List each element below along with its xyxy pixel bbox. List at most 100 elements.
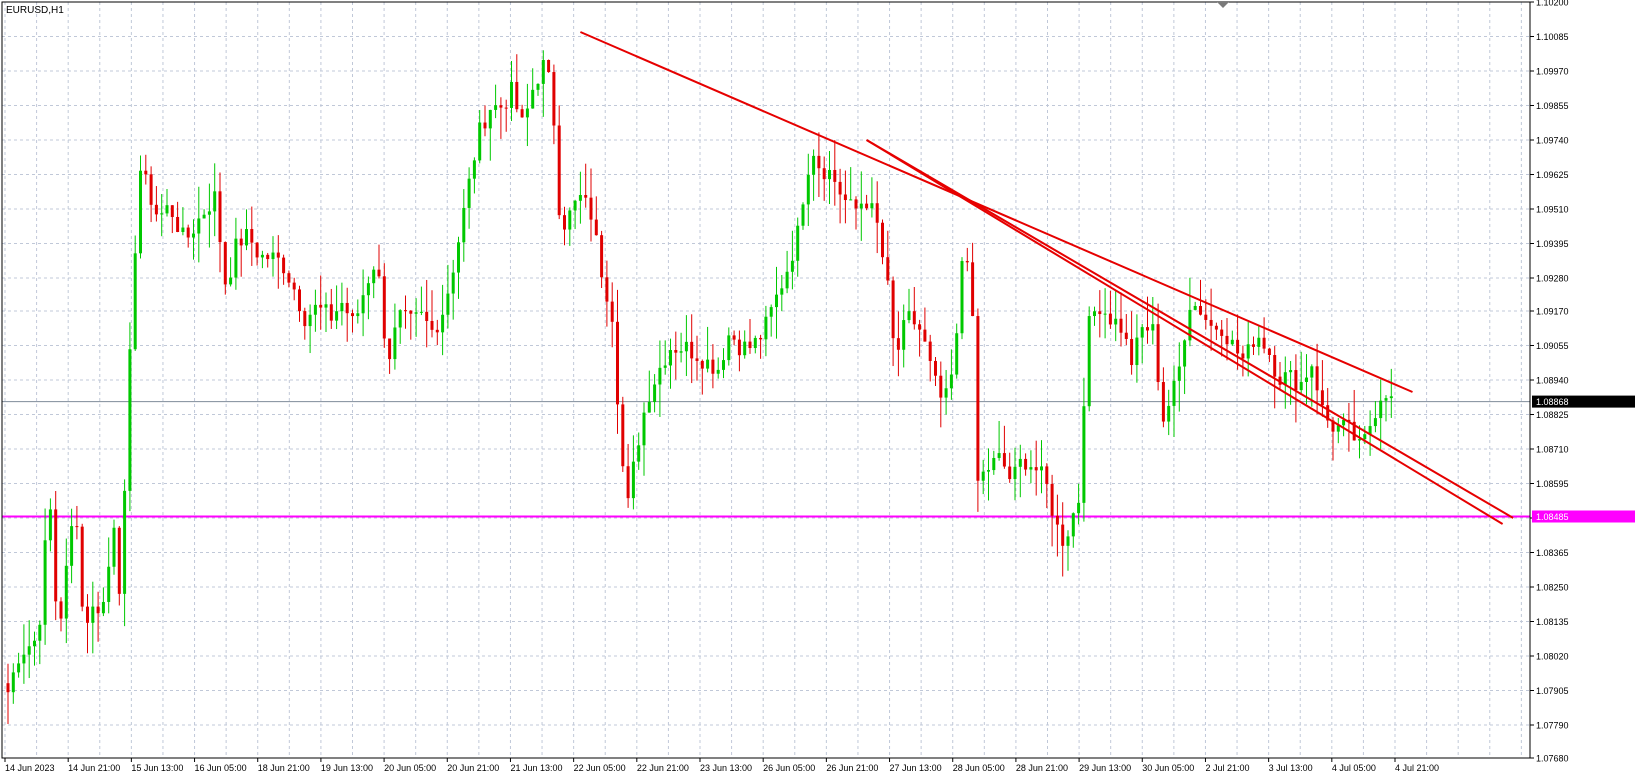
candle-body [1273, 355, 1277, 377]
candle-body [1262, 337, 1266, 349]
trendline[interactable] [866, 139, 1514, 519]
candle [1331, 417, 1335, 461]
candle [785, 250, 789, 294]
candle-body [351, 313, 354, 317]
candle-body [1379, 400, 1383, 419]
candle [1262, 317, 1266, 354]
candle [1220, 319, 1224, 357]
candle [753, 335, 757, 354]
candle [1342, 413, 1346, 437]
candle [499, 97, 503, 139]
candle [987, 448, 990, 501]
candle [1167, 389, 1171, 436]
time-tick-label: 4 Jul 05:00 [1332, 763, 1376, 773]
candle [748, 318, 752, 354]
candle [250, 206, 254, 266]
price-tick-label: 1.09855 [1536, 101, 1569, 111]
candle [907, 288, 911, 324]
candle-body [1066, 536, 1070, 546]
candle [1093, 306, 1096, 326]
candle [483, 105, 487, 137]
candle-body [775, 294, 778, 308]
candle [780, 275, 784, 312]
candle [1289, 361, 1293, 405]
candle-body [75, 526, 79, 528]
candle [1034, 440, 1038, 496]
candle [684, 315, 688, 377]
trendline-layer[interactable] [580, 31, 1514, 525]
candle-body [91, 606, 95, 623]
current-price-label: 1.08868 [1536, 397, 1569, 407]
candle [160, 194, 164, 237]
candle [54, 491, 58, 621]
candle-body [404, 310, 407, 312]
price-tick-label: 1.09280 [1536, 274, 1569, 284]
time-axis[interactable]: 14 Jun 2023 14 Jun 21:00 15 Jun 13:00 16 Ju… [4, 758, 1439, 773]
time-tick-label: 14 Jun 21:00 [68, 763, 120, 773]
candle [610, 282, 614, 348]
candle-body [663, 365, 667, 368]
trendline[interactable] [580, 31, 1413, 393]
chart-shift-marker-icon[interactable] [1217, 2, 1229, 8]
candle-body [727, 335, 731, 361]
candle [11, 663, 15, 704]
candle-body [976, 316, 980, 481]
candle-body [1199, 305, 1202, 315]
candle-body [266, 254, 270, 260]
price-axis[interactable]: 1.10200 1.10085 1.09970 1.09855 1.09740 1.096… [1530, 0, 1635, 764]
candle [1108, 290, 1112, 329]
candle-body [483, 122, 487, 129]
candle [552, 64, 556, 145]
candle [1336, 417, 1340, 444]
candle-body [488, 109, 492, 129]
candle-body [881, 222, 884, 258]
candle-body [123, 490, 127, 594]
candle [292, 277, 296, 301]
candle-body [833, 169, 837, 182]
candle [658, 340, 662, 417]
candle [144, 154, 148, 185]
candle [732, 330, 736, 346]
candle [430, 290, 434, 338]
candle-body [1050, 483, 1054, 516]
candle [1193, 301, 1197, 311]
time-tick-label: 30 Jun 05:00 [1142, 763, 1194, 773]
candle-body [441, 314, 445, 333]
candle-body [218, 191, 222, 243]
candle [409, 310, 413, 340]
candle [896, 311, 900, 377]
candle-body [1103, 313, 1107, 315]
price-tick-label: 1.08940 [1536, 376, 1569, 386]
candle-body [372, 269, 376, 284]
candle [107, 537, 111, 614]
candle-body [202, 214, 206, 219]
candle-body [1188, 309, 1192, 341]
candle-body [1373, 418, 1377, 427]
candle-body [1071, 513, 1075, 537]
candle [133, 235, 137, 351]
candle-body [366, 283, 370, 296]
candle [123, 479, 127, 627]
candle-body [260, 254, 264, 258]
candle [366, 276, 370, 320]
candle-body [594, 219, 598, 236]
candle [48, 498, 52, 552]
trendline[interactable] [866, 139, 1504, 525]
candle [992, 450, 996, 475]
candle-body [144, 170, 148, 175]
candle-body [6, 683, 10, 693]
candle [1061, 502, 1065, 577]
candle [557, 105, 561, 220]
candle [1373, 401, 1377, 433]
candle-body [112, 527, 116, 567]
candle [419, 286, 423, 316]
candle [663, 340, 667, 375]
candle [1087, 306, 1091, 412]
candle-body [944, 388, 948, 398]
candle-body [557, 125, 561, 216]
candle-body [1193, 305, 1197, 310]
candle [1230, 330, 1234, 346]
candle [229, 257, 233, 287]
